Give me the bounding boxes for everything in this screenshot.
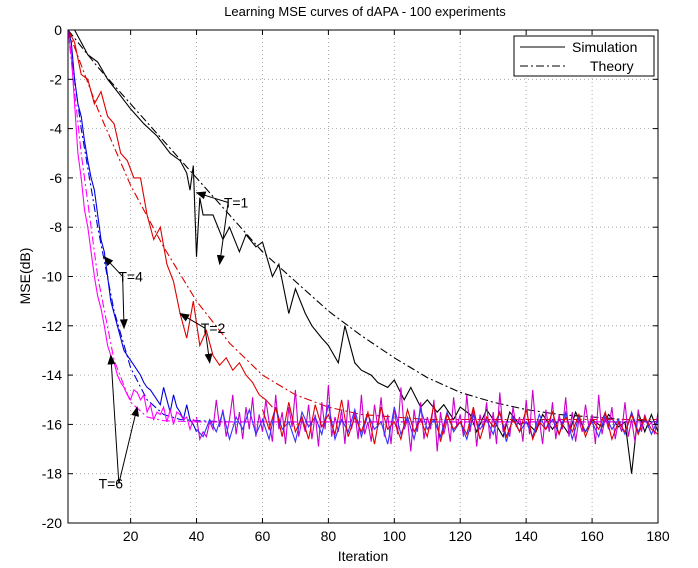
- y-tick-label: -8: [50, 219, 63, 235]
- y-tick-label: 0: [54, 22, 62, 38]
- chart-title: Learning MSE curves of dAPA - 100 experi…: [224, 4, 506, 19]
- x-axis-label: Iteration: [338, 548, 389, 564]
- annotations: T=1 T=2 T=4 T=6: [99, 193, 249, 492]
- series-line-t4-theory: [68, 30, 658, 422]
- y-tick-label: -4: [50, 121, 63, 137]
- x-tick-label: 120: [449, 528, 473, 544]
- series-line-t6-simulation: [68, 30, 197, 429]
- annotation-label: T=4: [118, 268, 143, 284]
- series-line-t6-theory: [68, 30, 658, 422]
- series-line-t1-simulation: [68, 30, 658, 474]
- x-tick-label: 140: [514, 528, 538, 544]
- y-tick-label: -2: [50, 71, 63, 87]
- x-tick-label: 80: [321, 528, 337, 544]
- annotation-label: T=1: [224, 194, 249, 210]
- legend: Simulation Theory: [514, 36, 654, 76]
- series-line-t1-theory: [68, 30, 658, 422]
- legend-simulation-label: Simulation: [572, 39, 637, 55]
- annotation-label: T=6: [99, 475, 124, 491]
- x-tick-label: 20: [123, 528, 139, 544]
- x-tick-label: 60: [255, 528, 271, 544]
- y-tick-label: -18: [42, 466, 62, 482]
- legend-theory-label: Theory: [590, 58, 634, 74]
- annotation-arrow: [119, 407, 137, 483]
- series: [68, 30, 658, 474]
- y-tick-label: -12: [42, 318, 62, 334]
- x-tick-label: 160: [580, 528, 604, 544]
- grid: [68, 30, 658, 523]
- annotation-label: T=2: [201, 320, 226, 336]
- y-tick-label: -14: [42, 367, 62, 383]
- x-tick-label: 100: [383, 528, 407, 544]
- x-tick-label: 40: [189, 528, 205, 544]
- series-line-t2-theory: [68, 30, 658, 420]
- y-tick-label: -20: [42, 515, 62, 531]
- y-tick-label: -6: [50, 170, 63, 186]
- y-axis-label: MSE(dB): [17, 248, 33, 305]
- y-tick-label: -16: [42, 416, 62, 432]
- x-tick-label: 180: [646, 528, 670, 544]
- y-tick-label: -10: [42, 269, 62, 285]
